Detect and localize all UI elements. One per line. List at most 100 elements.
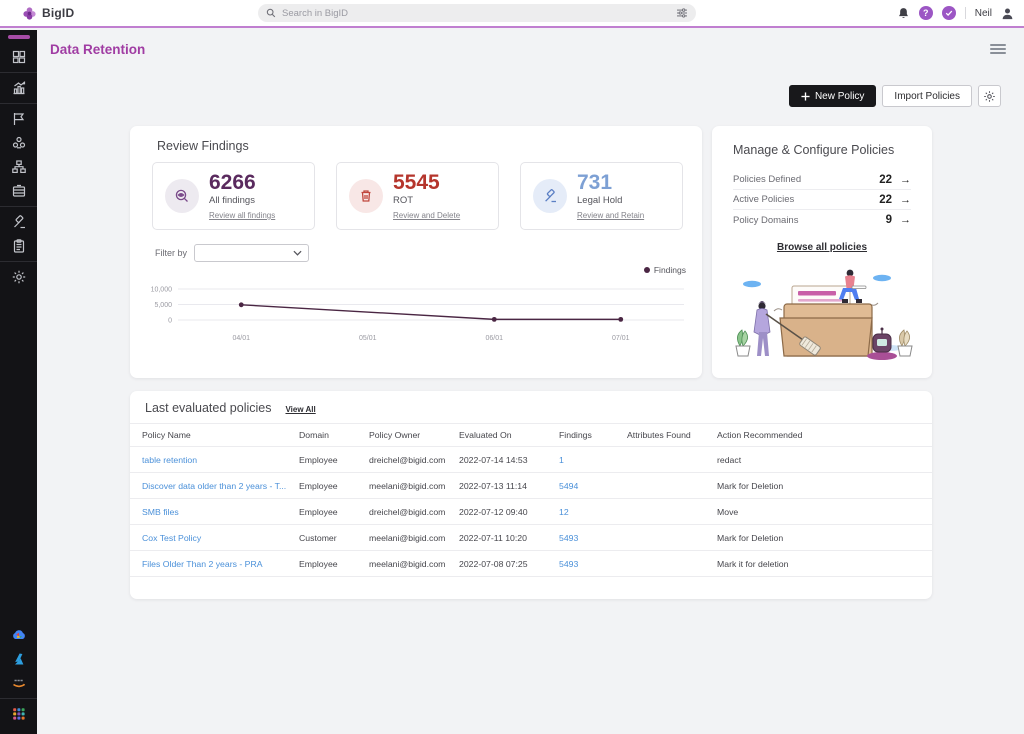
sidebar-item-archive-icon[interactable] (0, 179, 37, 203)
findings-link[interactable]: 12 (559, 506, 569, 517)
manage-row-value: 22 (879, 173, 892, 186)
policy-name-link[interactable]: SMB files (142, 506, 179, 517)
stat-card-rot: 5545 ROT Review and Delete (336, 162, 499, 230)
sidebar-active-indicator (7, 35, 30, 39)
sidebar-nav (0, 45, 37, 289)
sidebar-divider (0, 206, 37, 207)
sidebar-item-aws-icon[interactable] (0, 671, 37, 695)
search-filter-icon[interactable] (676, 8, 688, 18)
svg-text:07/01: 07/01 (612, 335, 630, 342)
column-header[interactable]: Findings (559, 430, 592, 440)
bigid-logo[interactable]: BigID (22, 6, 74, 21)
toolbar: New Policy Import Policies (788, 85, 1001, 107)
help-icon[interactable]: ? (918, 6, 933, 20)
action-recommended-cell: Move (717, 506, 739, 517)
stat-review-link[interactable]: Review and Delete (393, 211, 461, 220)
sidebar-item-flag-icon[interactable] (0, 107, 37, 131)
findings-link[interactable]: 5493 (559, 558, 579, 569)
sidebar-item-dashboard-icon[interactable] (0, 45, 37, 69)
arrow-right-icon[interactable]: → (900, 214, 911, 226)
gavel-icon (533, 179, 567, 213)
filter-label: Filter by (155, 248, 188, 258)
table-row: Discover data older than 2 years - T... E… (130, 473, 932, 499)
svg-text:5,000: 5,000 (154, 302, 172, 309)
sidebar-item-gavel-icon[interactable] (0, 210, 37, 234)
search-input[interactable] (282, 7, 670, 19)
findings-chart: 0 5,000 10,000 04/01 05/01 06/01 07/01 (151, 287, 684, 342)
sidebar-item-apps-grid-icon[interactable] (0, 702, 37, 726)
findings-link[interactable]: 5493 (559, 532, 579, 543)
last-evaluated-card: Last evaluated policies View All Policy … (130, 391, 932, 599)
findings-link[interactable]: 1 (559, 454, 564, 465)
page-title: Data Retention (50, 42, 146, 57)
manage-row-policy-domains[interactable]: Policy Domains 9 → (733, 210, 911, 230)
top-bar: BigID ? Nei (0, 0, 1024, 28)
page-menu-icon[interactable] (990, 42, 1006, 56)
manage-row-active-policies[interactable]: Active Policies 22 → (733, 190, 911, 210)
action-recommended-cell: Mark it for deletion (717, 558, 789, 569)
gear-icon (984, 90, 995, 102)
policy-name-link[interactable]: table retention (142, 454, 198, 465)
sidebar-item-users-icon[interactable] (0, 131, 37, 155)
user-name[interactable]: Neil (974, 7, 992, 19)
view-all-link[interactable]: View All (285, 405, 316, 414)
policy-name-link[interactable]: Files Older Than 2 years - PRA (142, 558, 263, 569)
svg-text:06/01: 06/01 (485, 335, 503, 342)
main-content: Data Retention New Policy Import Policie… (37, 30, 1024, 734)
sidebar-apps (0, 702, 37, 726)
legend-dot (643, 267, 650, 273)
column-header[interactable]: Policy Owner (369, 430, 421, 440)
arrow-right-icon[interactable]: → (900, 193, 911, 206)
global-search[interactable] (258, 4, 696, 22)
sidebar-item-gcp-icon[interactable] (0, 623, 37, 647)
stat-review-link[interactable]: Review and Retain (577, 211, 645, 220)
policy-settings-button[interactable] (978, 85, 1001, 107)
policies-illustration (735, 269, 913, 360)
preview-icon (165, 179, 199, 213)
sidebar-item-orgchart-icon[interactable] (0, 155, 37, 179)
svg-text:0: 0 (168, 318, 172, 325)
action-recommended-cell: redact (717, 454, 742, 465)
plus-icon (801, 91, 810, 101)
bigid-flower-icon (23, 6, 36, 20)
svg-text:05/01: 05/01 (359, 335, 377, 342)
import-policies-button[interactable]: Import Policies (882, 85, 972, 107)
policy-name-link[interactable]: Discover data older than 2 years - T... (142, 480, 287, 491)
domain-cell: Employee (299, 506, 338, 517)
manage-policies-title: Manage & Configure Policies (733, 143, 895, 157)
column-header[interactable]: Evaluated On (459, 430, 512, 440)
sidebar-item-azure-icon[interactable] (0, 647, 37, 671)
sidebar-item-clipboard-icon[interactable] (0, 234, 37, 258)
sidebar-divider (0, 103, 37, 104)
sidebar-item-reports-icon[interactable] (0, 76, 37, 100)
evaluated-on-cell: 2022-07-14 14:53 (459, 454, 528, 465)
review-findings-title: Review Findings (157, 139, 249, 153)
filter-dropdown[interactable] (194, 244, 310, 262)
topbar-actions: ? Neil (897, 0, 1014, 26)
manage-policies-card: Manage & Configure Policies Policies Def… (712, 126, 932, 378)
action-recommended-cell: Mark for Deletion (717, 532, 784, 543)
column-header[interactable]: Domain (299, 430, 329, 440)
sidebar-item-settings-icon[interactable] (0, 265, 37, 289)
policy-owner-cell: meelani@bigid.com (369, 480, 446, 491)
legend-label: Findings (653, 265, 686, 275)
table-row: Cox Test Policy Customer meelani@bigid.com… (130, 525, 932, 551)
new-policy-button[interactable]: New Policy (788, 85, 877, 107)
browse-all-policies-link[interactable]: Browse all policies (776, 242, 868, 253)
user-avatar-icon[interactable] (1001, 7, 1014, 20)
column-header[interactable]: Action Recommended (717, 430, 803, 440)
arrow-right-icon[interactable]: → (900, 173, 911, 186)
stat-value: 6266 (209, 171, 256, 194)
policies-table: Policy Name Domain Policy Owner Evaluated O… (130, 423, 932, 577)
tasks-check-icon[interactable] (941, 6, 956, 20)
findings-link[interactable]: 5494 (559, 480, 579, 491)
column-header[interactable]: Attributes Found (627, 430, 691, 440)
column-header[interactable]: Policy Name (142, 430, 191, 440)
brand-name: BigID (42, 6, 75, 20)
manage-row-policies-defined[interactable]: Policies Defined 22 → (733, 170, 911, 190)
notifications-bell-icon[interactable] (897, 7, 910, 20)
stat-label: All findings (209, 195, 255, 206)
policy-name-link[interactable]: Cox Test Policy (142, 532, 202, 543)
stat-review-link[interactable]: Review all findings (209, 211, 276, 220)
evaluated-on-cell: 2022-07-11 10:20 (459, 532, 527, 543)
